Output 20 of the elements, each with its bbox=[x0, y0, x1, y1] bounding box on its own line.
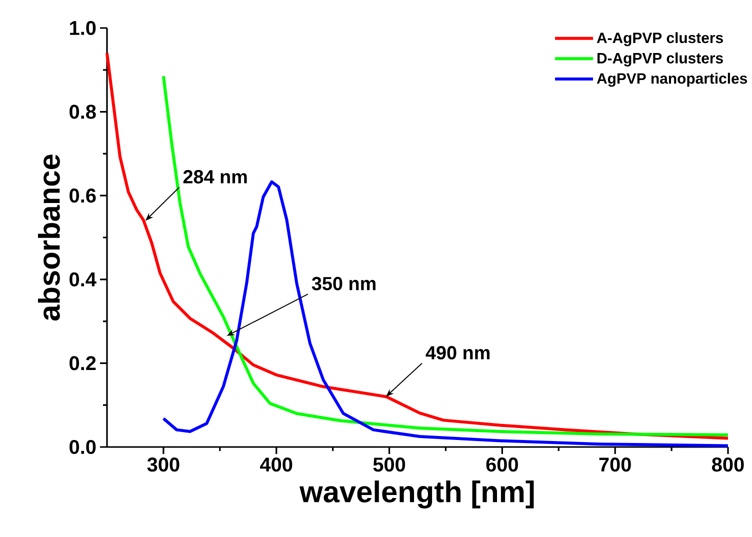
annotation: 350 nm bbox=[312, 276, 376, 290]
annotation: 284 nm bbox=[183, 170, 247, 184]
y-tick-label: 0.2 bbox=[70, 356, 96, 370]
y-tick-label: 1.0 bbox=[70, 20, 96, 36]
y-axis-title: absorbance bbox=[38, 154, 60, 321]
x-tick-label: 500 bbox=[373, 458, 406, 472]
legend-label: A-AgPVP clusters bbox=[596, 32, 723, 46]
annotation: 490 nm bbox=[426, 346, 490, 360]
legend-label: D-AgPVP clusters bbox=[598, 52, 723, 66]
y-tick-label: 0.6 bbox=[70, 188, 96, 203]
y-tick-label: 0.0 bbox=[70, 440, 96, 454]
y-tick-label: 0.4 bbox=[70, 272, 96, 286]
x-tick-label: 700 bbox=[599, 458, 631, 472]
legend-label: AgPVP nanoparticles bbox=[596, 72, 748, 87]
x-tick-label: 400 bbox=[260, 458, 292, 472]
x-axis-title: wavelength [nm] bbox=[300, 480, 534, 508]
x-tick-label: 800 bbox=[712, 458, 744, 472]
y-tick-label: 0.8 bbox=[70, 104, 96, 119]
x-tick-label: 300 bbox=[147, 458, 180, 472]
x-tick-label: 600 bbox=[486, 458, 518, 472]
